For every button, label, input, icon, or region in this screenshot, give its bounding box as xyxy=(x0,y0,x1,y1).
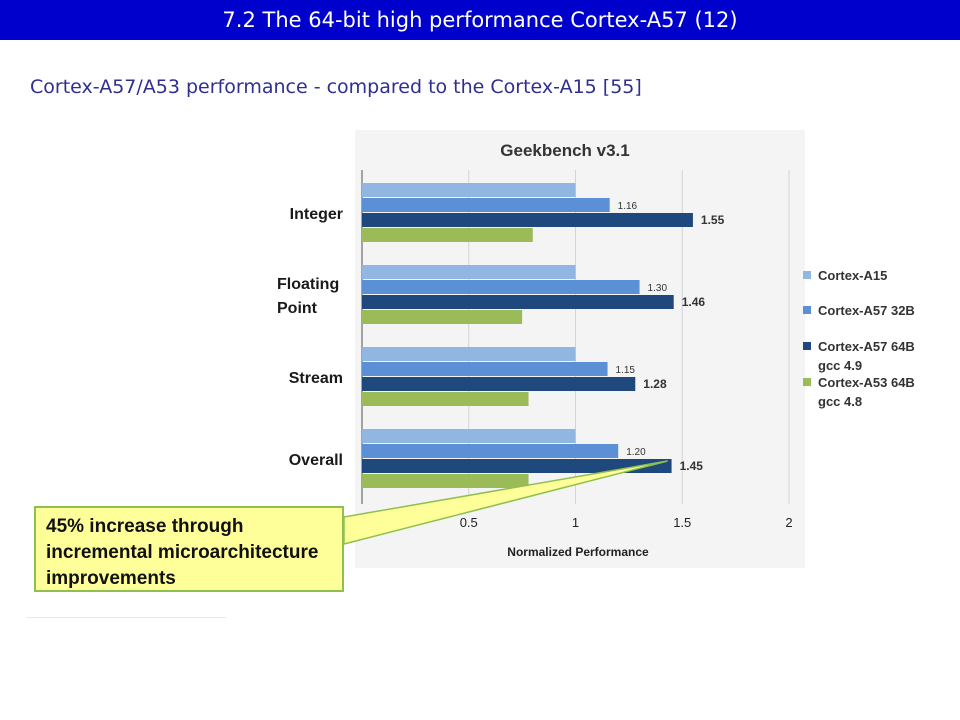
data-label: 1.28 xyxy=(643,377,667,391)
bar xyxy=(362,459,672,473)
x-tick-label: 0.5 xyxy=(460,515,478,530)
data-label: 1.16 xyxy=(618,201,638,212)
category-label: Point xyxy=(277,300,318,317)
legend-swatch xyxy=(803,378,811,386)
bar xyxy=(362,474,529,488)
legend-label: Cortex-A53 64B xyxy=(818,375,915,390)
legend-swatch xyxy=(803,306,811,314)
legend-label: gcc 4.8 xyxy=(818,394,862,409)
bar xyxy=(362,213,693,227)
legend-label: gcc 4.9 xyxy=(818,358,862,373)
legend-label: Cortex-A57 32B xyxy=(818,303,915,318)
bar xyxy=(362,362,608,376)
legend-label: Cortex-A15 xyxy=(818,268,887,283)
x-axis-label: Normalized Performance xyxy=(507,545,649,559)
slide-title: 7.2 The 64-bit high performance Cortex-A… xyxy=(0,0,960,40)
bar xyxy=(362,295,674,309)
category-label: Stream xyxy=(289,370,343,387)
bar xyxy=(362,392,529,406)
legend-swatch xyxy=(803,342,811,350)
legend-label: Cortex-A57 64B xyxy=(818,339,915,354)
bar xyxy=(362,228,533,242)
slide-subtitle: Cortex-A57/A53 performance - compared to… xyxy=(30,76,642,98)
x-tick-label: 2 xyxy=(785,515,792,530)
legend-swatch xyxy=(803,271,811,279)
bar xyxy=(362,444,619,458)
bar xyxy=(362,198,610,212)
x-tick-label: 1.5 xyxy=(673,515,691,530)
bar xyxy=(362,310,523,324)
callout-pointer xyxy=(343,460,668,545)
bar xyxy=(362,265,576,279)
bar xyxy=(362,280,640,294)
callout-box: 45% increase through incremental microar… xyxy=(34,506,344,592)
bar xyxy=(362,347,576,361)
bar xyxy=(362,183,576,197)
data-label: 1.46 xyxy=(682,295,706,309)
decorative-line xyxy=(26,617,226,618)
data-label: 1.55 xyxy=(701,213,725,227)
category-label: Integer xyxy=(290,206,343,223)
category-label: Floating xyxy=(277,276,339,293)
category-label: Overall xyxy=(289,452,343,469)
x-tick-label: 1 xyxy=(572,515,579,530)
bar xyxy=(362,377,636,391)
data-label: 1.30 xyxy=(648,283,668,294)
data-label: 1.45 xyxy=(680,459,704,473)
chart-title: Geekbench v3.1 xyxy=(500,141,629,160)
bar xyxy=(362,429,576,443)
data-label: 1.15 xyxy=(616,365,636,376)
data-label: 1.20 xyxy=(626,447,646,458)
